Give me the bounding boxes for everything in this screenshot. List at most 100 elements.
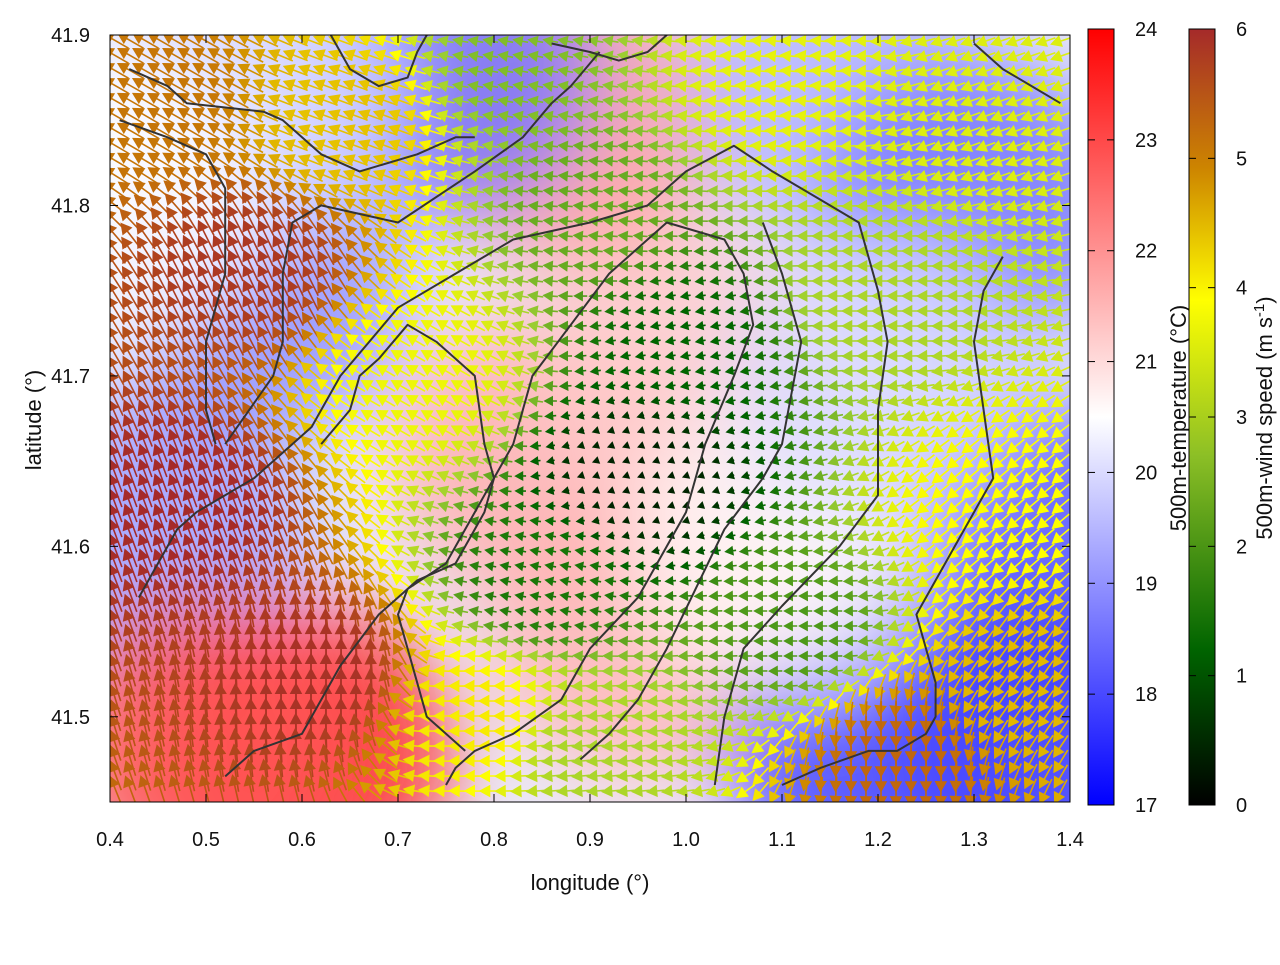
- wind-arrow: [122, 355, 140, 386]
- wind-arrow: [782, 335, 798, 347]
- wind-arrow: [870, 169, 891, 183]
- wind-arrow: [404, 229, 427, 242]
- wind-arrow: [527, 50, 544, 62]
- wind-arrow: [542, 365, 558, 377]
- wind-arrow: [132, 167, 159, 185]
- wind-arrow: [131, 62, 159, 79]
- wind-arrow: [342, 184, 368, 197]
- wind-arrow: [900, 95, 921, 108]
- wind-arrow: [945, 125, 966, 137]
- wind-arrow: [587, 245, 603, 257]
- wind-arrow: [617, 155, 633, 167]
- wind-arrow: [167, 279, 185, 312]
- wind-arrow: [573, 320, 587, 332]
- wind-arrow: [152, 280, 170, 311]
- wind-arrow: [900, 110, 921, 122]
- wind-arrow: [197, 414, 214, 447]
- wind-arrow: [529, 440, 541, 451]
- wind-arrow: [390, 440, 411, 452]
- wind-arrow: [1035, 259, 1055, 273]
- wind-arrow: [162, 152, 189, 170]
- wind-arrow: [257, 249, 274, 282]
- wind-arrow: [512, 215, 528, 227]
- wind-arrow: [1005, 35, 1026, 47]
- wind-arrow: [527, 395, 544, 407]
- y-tick-label: 41.6: [51, 536, 90, 558]
- wind-arrow: [681, 426, 690, 435]
- wind-arrow: [647, 200, 663, 212]
- wind-arrow: [975, 364, 995, 377]
- wind-arrow: [561, 441, 570, 450]
- wind-arrow: [679, 335, 691, 346]
- wind-arrow: [182, 279, 199, 312]
- wind-arrow: [302, 295, 320, 326]
- wind-arrow: [192, 137, 219, 155]
- wind-arrow: [167, 310, 185, 341]
- wind-arrow: [602, 215, 618, 227]
- wind-arrow: [227, 249, 244, 282]
- wind-arrow: [252, 138, 279, 153]
- wind-arrow: [632, 185, 648, 197]
- wind-arrow: [497, 200, 514, 212]
- wind-arrow: [241, 190, 260, 221]
- wind-arrow: [1020, 199, 1041, 212]
- wind-arrow: [722, 230, 738, 242]
- wind-arrow: [465, 320, 486, 332]
- wind-arrow: [466, 185, 485, 198]
- wind-arrow: [617, 185, 633, 197]
- wind-arrow: [222, 48, 249, 64]
- wind-arrow: [480, 305, 501, 317]
- wind-arrow: [178, 35, 204, 49]
- wind-arrow: [945, 35, 966, 48]
- wind-arrow: [632, 140, 649, 152]
- wind-arrow: [545, 471, 555, 480]
- wind-arrow: [886, 394, 905, 407]
- wind-arrow: [511, 320, 530, 333]
- wind-arrow: [110, 473, 123, 508]
- wind-arrow: [360, 409, 381, 422]
- wind-arrow: [724, 275, 737, 286]
- wind-arrow: [122, 325, 140, 356]
- wind-arrow: [257, 430, 275, 461]
- wind-arrow: [330, 364, 351, 378]
- wind-arrow: [572, 80, 589, 92]
- wind-arrow: [662, 230, 678, 242]
- wind-arrow: [481, 215, 499, 228]
- wind-arrow: [574, 380, 586, 391]
- wind-arrow: [916, 468, 935, 484]
- wind-arrow: [784, 455, 797, 466]
- wind-arrow: [769, 380, 782, 391]
- wind-arrow: [122, 370, 140, 401]
- wind-arrow: [287, 249, 304, 282]
- wind-arrow: [561, 456, 570, 465]
- wind-arrow: [930, 199, 951, 213]
- wind-arrow: [542, 155, 558, 167]
- wind-arrow: [272, 431, 290, 460]
- wind-arrow: [576, 486, 586, 495]
- wind-arrow: [512, 140, 529, 152]
- wind-arrow: [242, 309, 259, 342]
- wind-arrow: [237, 152, 264, 170]
- wind-arrow: [679, 350, 691, 361]
- wind-arrow: [1020, 184, 1041, 197]
- wind-arrow: [680, 410, 690, 420]
- wind-arrow: [420, 394, 441, 407]
- wind-arrow: [694, 335, 706, 346]
- wind-arrow: [197, 249, 214, 282]
- wind-arrow: [435, 290, 456, 302]
- wind-arrow: [587, 155, 603, 167]
- wind-arrow: [287, 461, 305, 490]
- wind-arrow: [572, 275, 588, 287]
- wind-arrow: [945, 95, 966, 107]
- wind-arrow: [990, 80, 1011, 92]
- wind-arrow: [1005, 50, 1026, 62]
- wind-arrow: [345, 482, 366, 500]
- wind-arrow: [602, 110, 619, 122]
- wind-arrow: [587, 110, 604, 122]
- wind-arrow: [1035, 35, 1056, 47]
- wind-arrow: [390, 409, 411, 422]
- wind-arrow: [345, 424, 366, 438]
- colorbar-tick-label: 20: [1135, 462, 1157, 484]
- x-tick-label: 0.4: [96, 829, 124, 851]
- wind-arrow: [1020, 259, 1040, 273]
